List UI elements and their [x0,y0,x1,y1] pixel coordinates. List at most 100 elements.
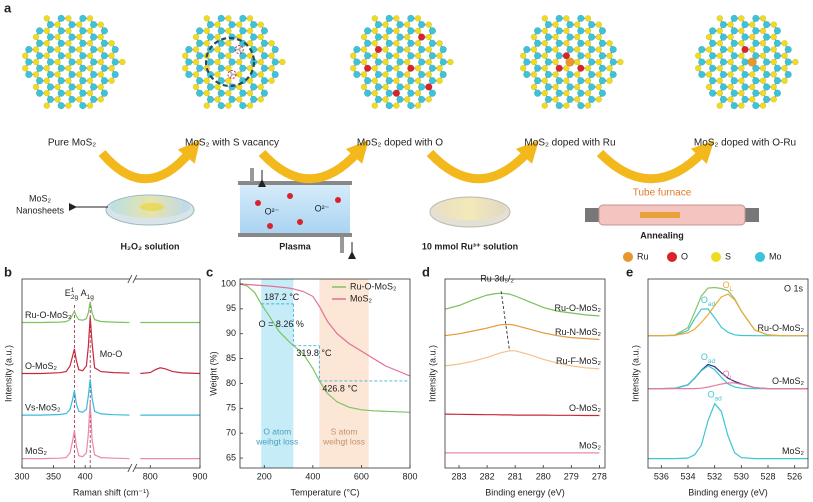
axis-break-mark [132,463,138,473]
atom [46,95,55,104]
atom [566,45,574,54]
atom [609,58,617,66]
atom [257,21,265,28]
atom [32,83,40,91]
atom [727,58,734,66]
chart-title: O 1s [784,283,804,293]
atom [382,46,389,53]
atom [716,52,724,60]
atom [235,58,243,66]
atom [54,33,61,41]
atom [25,45,33,54]
atom [552,71,559,78]
ion [297,219,303,225]
atom [752,27,760,35]
atom [46,70,55,79]
nanosheets-label: MoS₂ [29,193,52,203]
atom [65,52,72,60]
atom [181,52,189,60]
atom [206,58,215,66]
atom [759,52,767,60]
atom [573,33,581,41]
atom [246,52,254,60]
component-label: OL [723,369,734,381]
atom [43,52,51,60]
atom [393,77,400,84]
atom [573,58,581,66]
atom [54,21,61,28]
atom [79,27,87,35]
atom [428,39,437,47]
atom [43,64,51,72]
atom [57,39,65,47]
atom [363,64,372,72]
atom [417,70,426,79]
atom [371,40,379,47]
atom [598,52,607,60]
process-arrow [98,139,201,184]
atom [257,58,265,66]
atom [773,64,782,72]
panel-label: b [4,264,12,279]
region-label: S atom [331,426,358,436]
atom [392,89,401,97]
atom [541,52,549,60]
atom [239,101,247,110]
atom [762,83,771,91]
atom [206,83,215,91]
atom [228,20,236,29]
atom [719,58,728,66]
lattice [349,14,454,110]
atom [584,27,592,35]
atom [541,102,549,109]
atom [544,58,553,66]
x-tick-label: 526 [787,471,802,481]
atom [86,77,94,84]
vacancy [227,69,237,79]
atom [587,33,596,41]
atom [363,77,372,85]
atom [43,27,51,35]
gas-outlet [340,237,344,253]
atom [214,46,221,53]
process-arrow [258,140,369,184]
atom [595,33,603,41]
y-tick-label: 80 [226,378,236,388]
component-label-sub: L [730,375,734,382]
atom [770,96,778,103]
annotation: 319.8 °C [296,348,332,358]
atom [374,45,383,54]
atom [108,40,115,47]
legend-label: S [725,251,731,261]
atom [35,89,44,97]
atom [396,83,404,91]
region-label: weihgt loss [322,436,365,446]
atom [573,46,581,53]
y-tick-label: 75 [226,403,236,413]
atom [217,64,225,72]
atom [225,27,232,35]
atom [584,89,592,97]
series-line [444,413,600,417]
atom [353,45,361,54]
atom [727,96,734,103]
atom [225,64,232,72]
structure-caption: MoS₂ doped with O [357,138,443,149]
atom [719,95,728,104]
atom [577,64,585,72]
atom [555,64,563,72]
atom [349,64,357,72]
atom [403,83,411,91]
series-label: Vs-MoS₂ [25,402,61,412]
atom [708,89,717,97]
atom [727,83,734,91]
atom [584,40,592,47]
atom [541,27,549,35]
component-label-sub: L [730,286,734,293]
atom [239,14,247,23]
series-line [648,293,808,337]
atom [246,64,254,72]
step-label: H₂O₂ solution [121,241,180,251]
series-label: MoS₂ [25,446,48,456]
